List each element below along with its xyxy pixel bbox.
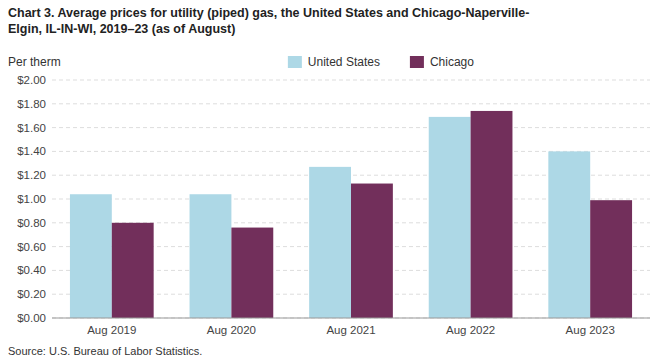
- x-tick-label: Aug 2021: [326, 324, 375, 336]
- y-tick-label: $1.40: [17, 145, 46, 157]
- y-tick-label: $0.60: [17, 241, 46, 253]
- legend-item: Chicago: [410, 55, 474, 69]
- y-tick-label: $0.20: [17, 288, 46, 300]
- y-tick-label: $0.80: [17, 217, 46, 229]
- legend-label: United States: [308, 55, 380, 69]
- y-tick-label: $1.00: [17, 193, 46, 205]
- y-tick-label: $1.80: [17, 98, 46, 110]
- background: [0, 0, 661, 361]
- bar: [70, 194, 112, 318]
- legend-label: Chicago: [430, 55, 474, 69]
- legend-swatch: [288, 56, 302, 68]
- x-tick-label: Aug 2019: [87, 324, 136, 336]
- bar: [548, 151, 590, 318]
- grid-line: [52, 127, 650, 128]
- y-tick-label: $1.20: [17, 169, 46, 181]
- legend-swatch: [410, 56, 424, 68]
- bar: [190, 194, 232, 318]
- x-axis-line: [52, 318, 650, 319]
- bar: [429, 117, 471, 318]
- chart: Chart 3. Average prices for utility (pip…: [0, 0, 661, 361]
- bar: [231, 228, 273, 318]
- bar: [590, 200, 632, 318]
- x-tick-label: Aug 2022: [446, 324, 495, 336]
- grid: [52, 80, 650, 318]
- grid-line: [52, 318, 650, 319]
- bar: [471, 111, 513, 318]
- bar: [309, 167, 351, 318]
- x-tick-label: Aug 2020: [207, 324, 256, 336]
- bars: [70, 111, 632, 318]
- grid-line: [52, 103, 650, 104]
- y-tick-label: $0.40: [17, 264, 46, 276]
- legend: United States Chicago: [288, 55, 474, 69]
- bar: [112, 223, 154, 318]
- grid-line: [52, 80, 650, 81]
- y-tick-label: $0.00: [17, 312, 46, 324]
- y-axis-label: Per therm: [8, 55, 61, 69]
- title: Elgin, IL-IN-WI, 2019–23 (as of August): [8, 22, 235, 36]
- y-tick-label: $2.00: [17, 74, 46, 86]
- x-tick-label: Aug 2023: [566, 324, 615, 336]
- legend-item: United States: [288, 55, 380, 69]
- bar: [351, 184, 393, 318]
- source: Source: U.S. Bureau of Labor Statistics.: [8, 345, 202, 357]
- y-tick-label: $1.60: [17, 122, 46, 134]
- title: Chart 3. Average prices for utility (pip…: [8, 6, 529, 20]
